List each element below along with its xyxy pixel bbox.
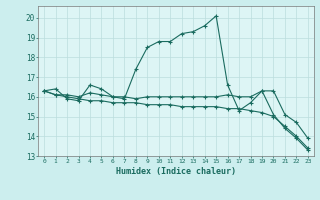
X-axis label: Humidex (Indice chaleur): Humidex (Indice chaleur) <box>116 167 236 176</box>
